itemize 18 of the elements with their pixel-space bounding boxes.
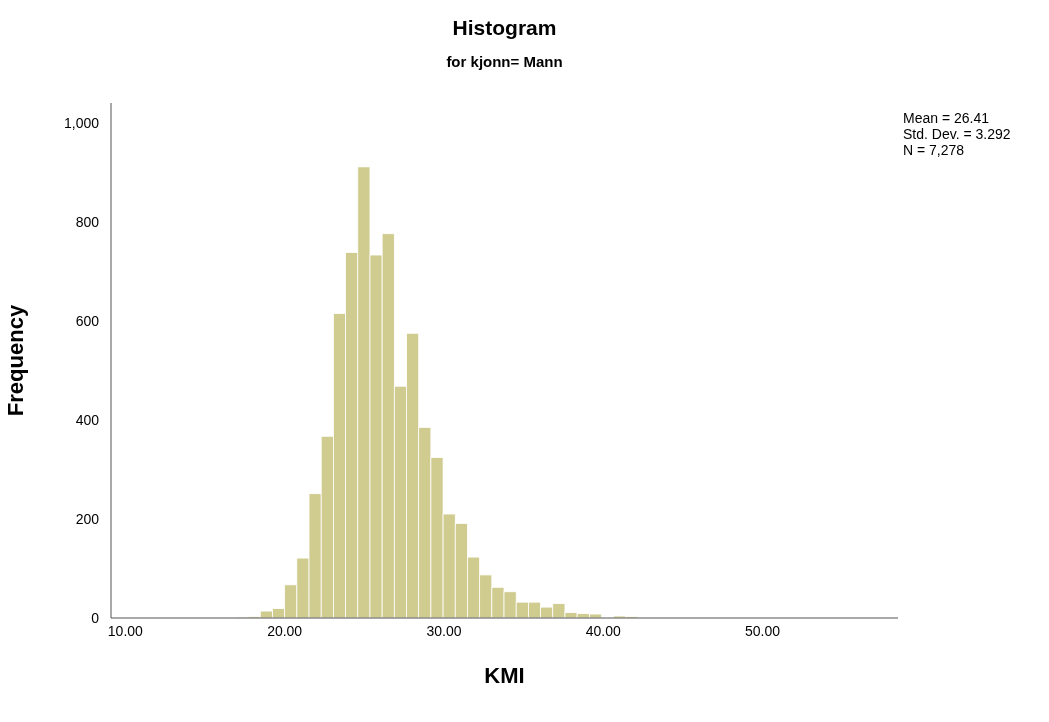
x-axis-title: KMI: [484, 663, 525, 688]
chart-title: Histogram: [451, 16, 558, 40]
y-tick-label: 600: [75, 312, 100, 329]
y-tick-label: 0: [91, 610, 100, 626]
x-tick-label: 30.00: [426, 622, 462, 639]
y-tick-label: 1,000: [63, 114, 100, 131]
text: N = 7,278: [903, 142, 966, 158]
y-tick-label: 200: [75, 510, 100, 527]
text: Std. Dev. = 3.292: [903, 126, 1011, 142]
x-tick-label: 50.00: [745, 622, 781, 639]
x-tick-label: 10.00: [107, 622, 144, 639]
y-tick-label: 400: [75, 411, 100, 428]
x-tick-label: 40.00: [585, 622, 621, 639]
text: Mean = 26.41: [903, 110, 990, 126]
y-axis-title: Frequency: [2, 304, 28, 417]
y-tick-label: 800: [75, 213, 100, 230]
x-tick-label: 20.00: [267, 622, 303, 639]
chart-subtitle: for kjonn= Mann: [445, 53, 564, 70]
